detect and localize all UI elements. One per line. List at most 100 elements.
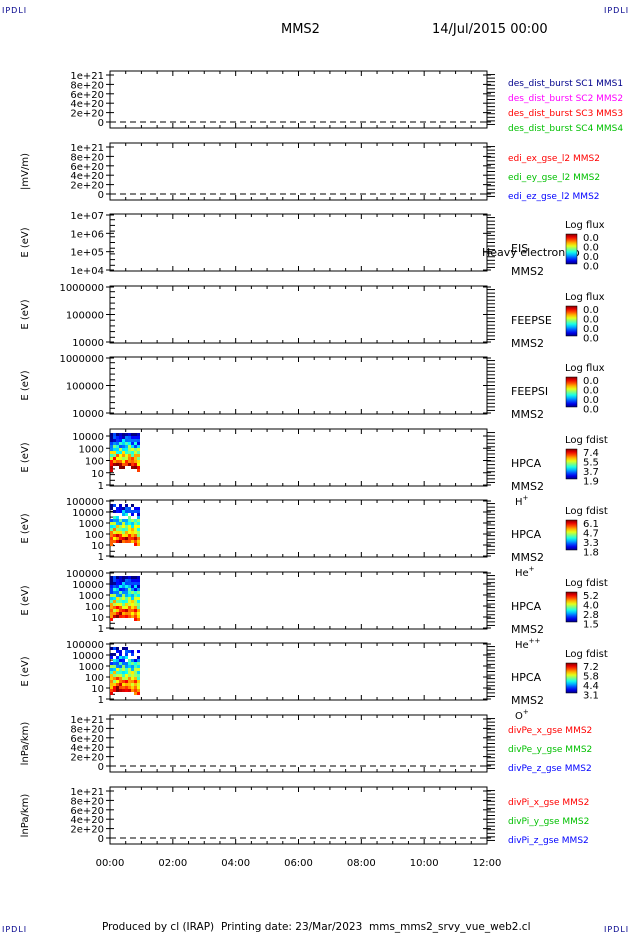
y-tick-label: 10 — [91, 684, 104, 695]
data-cell — [122, 615, 125, 618]
data-cell — [119, 686, 122, 689]
data-cell — [137, 609, 140, 612]
data-cell — [125, 540, 128, 543]
data-cell — [125, 665, 128, 668]
overlay-label: Heavy electron to — [482, 246, 580, 259]
corner-label-bottom-right: IPDLI — [604, 925, 630, 934]
colorbar-value: 0.0 — [583, 262, 599, 273]
data-cell — [128, 433, 131, 436]
data-cell — [128, 594, 131, 597]
panel-frame — [109, 571, 488, 630]
y-tick-label: 10 — [91, 541, 104, 552]
data-cell — [128, 522, 131, 525]
data-cell — [134, 519, 137, 522]
data-cell — [113, 653, 116, 656]
data-cell — [116, 579, 119, 582]
data-cell — [116, 656, 119, 659]
data-cell — [134, 525, 137, 528]
data-cell — [131, 460, 134, 463]
y-tick-label: 6e+20 — [70, 162, 104, 173]
data-cell — [110, 469, 113, 472]
data-cell — [116, 460, 119, 463]
legend-entry: divPe_y_gse MMS2 — [508, 745, 592, 755]
data-cell — [125, 436, 128, 439]
data-cell — [137, 677, 140, 680]
data-cell — [125, 650, 128, 653]
data-cell — [110, 600, 113, 603]
data-cell — [116, 609, 119, 612]
y-tick-label: 4e+20 — [70, 743, 104, 754]
data-cell — [125, 510, 128, 513]
data-cell — [128, 537, 131, 540]
data-cell — [131, 436, 134, 439]
data-cell — [131, 600, 134, 603]
data-cell — [122, 689, 125, 692]
data-cell — [113, 615, 116, 618]
panel-frame — [109, 499, 488, 558]
data-cell — [116, 662, 119, 665]
x-tick-label: 12:00 — [473, 858, 502, 869]
data-cell — [122, 677, 125, 680]
y-tick-label: 1e+21 — [70, 143, 104, 154]
data-cell — [119, 609, 122, 612]
colorbar-value: 0.0 — [583, 305, 599, 316]
data-cell — [122, 674, 125, 677]
data-cell — [128, 585, 131, 588]
data-cell — [137, 591, 140, 594]
data-cell — [119, 600, 122, 603]
spacecraft-label: MMS2 — [511, 265, 544, 278]
data-cell — [134, 612, 137, 615]
data-cell — [113, 436, 116, 439]
colorbar-value: 4.0 — [583, 601, 599, 612]
instrument-label: HPCA — [511, 457, 542, 470]
data-cell — [134, 674, 137, 677]
panel-frame — [109, 356, 488, 415]
species-label: H+ — [515, 494, 529, 508]
spacecraft-label: MMS2 — [511, 408, 544, 421]
y-axis-label: |mV/m) — [20, 153, 31, 190]
data-cell — [137, 656, 140, 659]
data-cell — [134, 466, 137, 469]
data-cell — [119, 674, 122, 677]
data-cell — [137, 439, 140, 442]
data-cell — [131, 650, 134, 653]
data-cell — [116, 522, 119, 525]
data-cell — [134, 582, 137, 585]
data-cell — [119, 463, 122, 466]
data-cell — [134, 591, 137, 594]
data-cell — [116, 671, 119, 674]
data-cell — [134, 439, 137, 442]
data-cell — [134, 442, 137, 445]
data-cell — [110, 594, 113, 597]
legend-entry: edi_ez_gse_l2 MMS2 — [508, 192, 600, 202]
data-cell — [125, 680, 128, 683]
data-cell — [116, 686, 119, 689]
data-cell — [113, 659, 116, 662]
data-cell — [116, 519, 119, 522]
data-cell — [131, 510, 134, 513]
data-cell — [137, 448, 140, 451]
legend-entry: des_dist_burst SC4 MMS4 — [508, 124, 623, 134]
data-cell — [116, 612, 119, 615]
data-cell — [137, 522, 140, 525]
data-cell — [128, 510, 131, 513]
data-cell — [119, 606, 122, 609]
data-cell — [137, 463, 140, 466]
data-cell — [125, 576, 128, 579]
data-cell — [122, 510, 125, 513]
data-cell — [119, 653, 122, 656]
data-cell — [128, 600, 131, 603]
data-cell — [128, 689, 131, 692]
data-cell — [113, 528, 116, 531]
data-cell — [137, 537, 140, 540]
data-cell — [125, 457, 128, 460]
data-cell — [137, 534, 140, 537]
colorbar-value: 0.0 — [583, 315, 599, 326]
data-cell — [131, 433, 134, 436]
data-cell — [122, 534, 125, 537]
data-cell — [131, 597, 134, 600]
y-axis-label: E (eV) — [20, 656, 31, 686]
data-cell — [128, 609, 131, 612]
colorbar-title: Log fdist — [565, 578, 608, 589]
